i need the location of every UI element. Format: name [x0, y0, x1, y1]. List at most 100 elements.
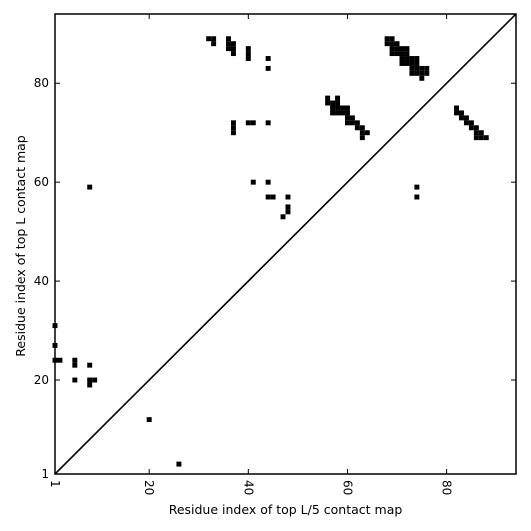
contact-cell	[335, 100, 341, 106]
contact-cell	[92, 377, 98, 383]
contact-cell	[419, 70, 425, 76]
contact-cell	[419, 75, 425, 81]
y-axis-label: Residue index of top L contact map	[13, 135, 28, 356]
contact-cell	[230, 125, 236, 131]
contact-cell	[399, 56, 405, 61]
contact-cell	[478, 130, 484, 136]
contact-cell	[473, 135, 479, 141]
contact-cell	[389, 41, 395, 47]
x-tick-label: 80	[440, 480, 454, 495]
axis-ticks: 1 20 40 60 80 1 20 40 60 80	[34, 14, 516, 495]
contact-cell	[389, 36, 395, 42]
contact-cell	[468, 125, 474, 131]
contact-cell	[409, 60, 415, 66]
contact-cell	[414, 60, 420, 66]
contact-cell	[454, 110, 459, 116]
contact-cell	[483, 135, 489, 141]
contact-cell	[206, 36, 212, 42]
contact-cell	[409, 65, 415, 71]
contact-cell	[176, 461, 182, 467]
contact-cell	[335, 95, 341, 101]
contact-cell	[250, 179, 256, 185]
contact-cells	[52, 36, 489, 467]
contact-cell	[230, 120, 236, 126]
contact-cell	[458, 115, 464, 121]
contact-cell	[72, 377, 78, 383]
contact-cell	[325, 100, 331, 106]
contact-cell	[359, 130, 365, 136]
contact-cell	[463, 115, 469, 121]
contact-cell	[72, 357, 78, 363]
contact-cell	[87, 362, 93, 368]
contact-cell	[414, 65, 420, 71]
contact-cell	[226, 46, 231, 52]
contact-cell	[57, 357, 63, 363]
contact-cell	[270, 194, 276, 200]
contact-cell	[265, 179, 271, 185]
contact-cell	[424, 65, 430, 71]
contact-cell	[414, 56, 420, 61]
contact-cell	[414, 184, 420, 190]
contact-cell	[344, 115, 350, 121]
contact-cell	[335, 110, 341, 116]
contact-cell	[473, 125, 479, 131]
contact-cell	[364, 130, 370, 136]
contact-cell	[394, 46, 400, 52]
contact-cell	[409, 70, 415, 76]
contact-cell	[226, 41, 231, 47]
contact-cell	[211, 41, 217, 47]
contact-cell	[285, 204, 291, 210]
contact-cell	[285, 209, 291, 215]
contact-cell	[419, 65, 425, 71]
contact-cell	[330, 100, 336, 106]
y-tick-label: 60	[34, 175, 49, 189]
contact-cell	[458, 110, 464, 116]
contact-cell	[245, 120, 251, 126]
contact-cell	[344, 105, 350, 111]
contact-cell	[340, 110, 345, 116]
contact-cell	[335, 105, 341, 111]
contact-cell	[354, 125, 360, 131]
contact-cell	[265, 120, 271, 126]
contact-cell	[394, 51, 400, 57]
contact-cell	[265, 56, 271, 61]
x-tick-label: 40	[241, 480, 255, 495]
y-tick-label: 1	[41, 467, 49, 481]
contact-cell	[404, 56, 410, 61]
contact-cell	[399, 51, 405, 57]
contact-cell	[463, 120, 469, 126]
contact-cell	[230, 51, 236, 57]
contact-cell	[354, 120, 360, 126]
contact-cell	[404, 60, 410, 66]
contact-cell	[389, 51, 395, 57]
y-tick-label: 40	[34, 274, 49, 288]
contact-cell	[359, 125, 365, 131]
x-tick-label: 20	[142, 480, 156, 495]
contact-cell	[473, 130, 479, 136]
contact-cell	[87, 382, 93, 388]
contact-cell	[349, 115, 355, 121]
contact-cell	[394, 41, 400, 47]
contact-cell	[87, 377, 93, 383]
diagonal-line	[54, 13, 517, 475]
contact-cell	[384, 36, 390, 42]
contact-cell	[230, 130, 236, 136]
contact-cell	[265, 65, 271, 71]
contact-cell	[384, 41, 390, 47]
contact-cell	[230, 41, 236, 47]
contact-cell	[404, 51, 410, 57]
contact-cell	[330, 105, 336, 111]
contact-cell	[211, 36, 217, 42]
contact-cell	[245, 51, 251, 57]
contact-cell	[414, 70, 420, 76]
y-tick-label: 20	[34, 373, 49, 387]
contact-cell	[325, 95, 331, 101]
contact-cell	[344, 110, 350, 116]
contact-cell	[250, 120, 256, 126]
contact-cell	[245, 56, 251, 61]
contact-cell	[454, 105, 459, 111]
y-tick-label: 80	[34, 76, 49, 90]
contact-cell	[409, 56, 415, 61]
contact-cell	[468, 120, 474, 126]
